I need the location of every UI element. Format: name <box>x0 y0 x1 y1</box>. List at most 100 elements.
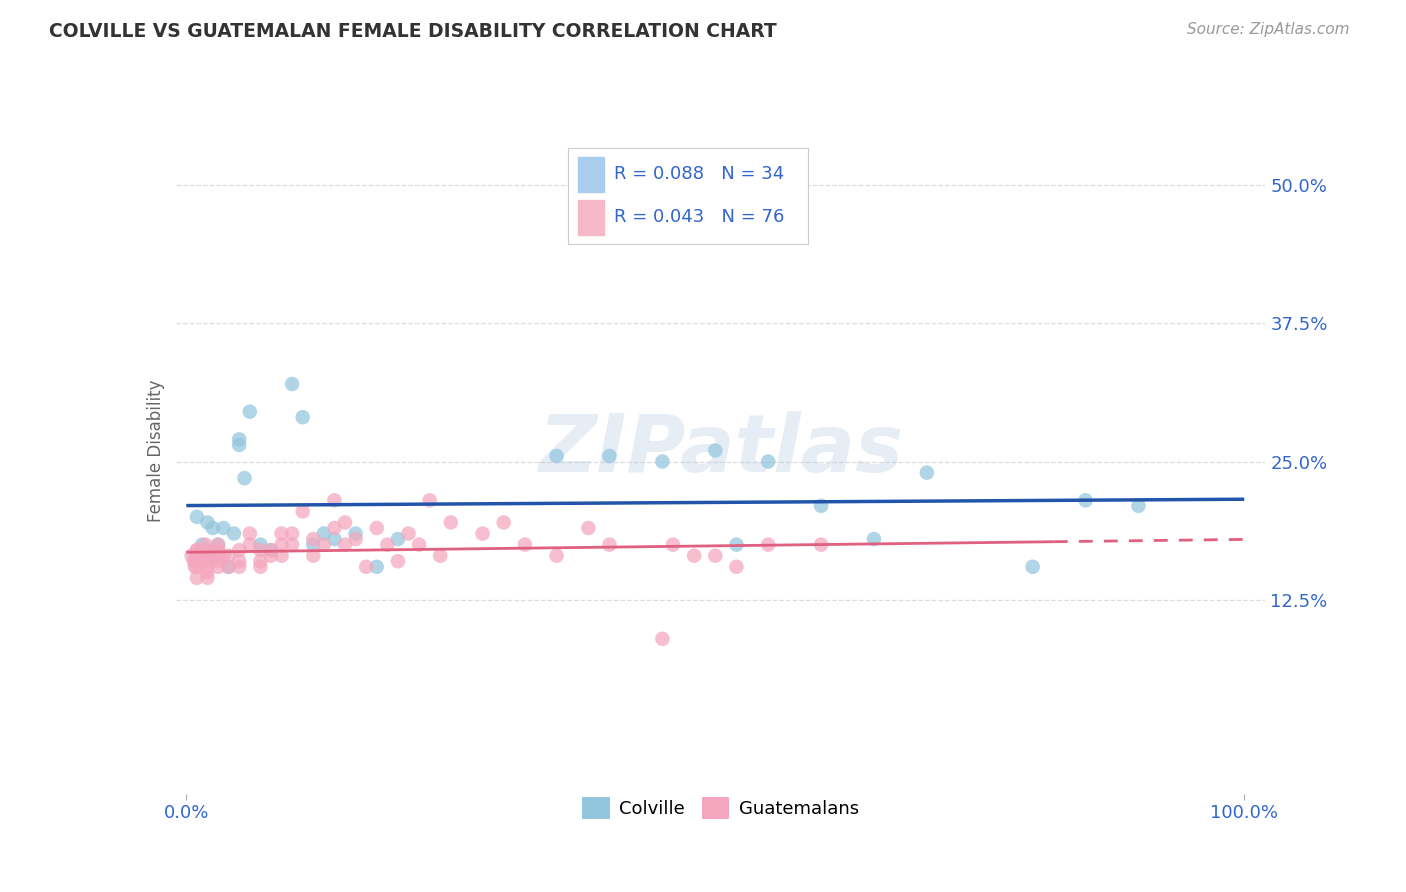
Point <box>725 538 748 552</box>
Point <box>281 376 304 391</box>
Point <box>186 510 208 524</box>
Point <box>197 571 219 585</box>
Point <box>260 549 283 563</box>
Y-axis label: Female Disability: Female Disability <box>146 379 165 522</box>
Point <box>302 549 325 563</box>
Point <box>197 566 219 580</box>
Point <box>366 559 388 574</box>
Text: ZIPatlas: ZIPatlas <box>538 411 903 490</box>
Point <box>651 454 673 468</box>
Point <box>387 532 409 546</box>
Point <box>312 526 335 541</box>
Point <box>333 516 356 530</box>
Point <box>233 471 256 485</box>
Point <box>323 521 346 535</box>
Point <box>249 538 271 552</box>
Point <box>207 549 229 563</box>
Point <box>1128 499 1150 513</box>
Point <box>183 554 205 568</box>
Point <box>302 532 325 546</box>
Point <box>281 538 304 552</box>
Point <box>186 559 208 574</box>
Point <box>291 504 314 518</box>
Point <box>546 449 568 463</box>
Point <box>249 559 271 574</box>
Point <box>218 549 240 563</box>
Point <box>186 571 208 585</box>
Point <box>333 538 356 552</box>
Point <box>207 538 229 552</box>
Point <box>408 538 430 552</box>
Point <box>302 538 325 552</box>
Point <box>197 549 219 563</box>
Point <box>228 438 250 452</box>
Bar <box>578 157 605 192</box>
Point <box>222 526 245 541</box>
Point <box>863 532 886 546</box>
Point <box>270 526 292 541</box>
Point <box>281 526 304 541</box>
Point <box>810 499 832 513</box>
Point <box>756 454 779 468</box>
Point <box>193 549 215 563</box>
Point <box>212 549 235 563</box>
Point <box>197 543 219 558</box>
Point <box>228 559 250 574</box>
Point <box>207 543 229 558</box>
Point <box>201 521 224 535</box>
Point <box>218 559 240 574</box>
Legend: Colville, Guatemalans: Colville, Guatemalans <box>575 789 866 826</box>
Point <box>239 538 262 552</box>
Point <box>1021 559 1043 574</box>
Point <box>180 549 202 563</box>
Point <box>239 405 262 419</box>
Point <box>186 554 208 568</box>
Point <box>344 532 367 546</box>
Point <box>184 559 207 574</box>
Point <box>260 543 283 558</box>
Point <box>260 543 283 558</box>
Point <box>546 549 568 563</box>
Point <box>704 549 727 563</box>
Text: R = 0.088   N = 34: R = 0.088 N = 34 <box>613 165 783 183</box>
Point <box>228 433 250 447</box>
Point <box>576 521 599 535</box>
Point <box>398 526 420 541</box>
Point <box>207 559 229 574</box>
Point <box>1074 493 1097 508</box>
Point <box>683 549 706 563</box>
Point <box>375 538 398 552</box>
Text: R = 0.043   N = 76: R = 0.043 N = 76 <box>613 209 785 227</box>
Point <box>186 543 208 558</box>
Point <box>354 559 377 574</box>
Point <box>270 538 292 552</box>
Point <box>513 538 536 552</box>
Point <box>201 543 224 558</box>
Point <box>471 526 494 541</box>
Text: Source: ZipAtlas.com: Source: ZipAtlas.com <box>1187 22 1350 37</box>
Point <box>218 559 240 574</box>
Point <box>207 538 229 552</box>
Point <box>228 543 250 558</box>
Point <box>186 543 208 558</box>
Point <box>704 443 727 458</box>
Point <box>419 493 441 508</box>
Point <box>207 554 229 568</box>
Point <box>291 410 314 425</box>
Point <box>598 538 620 552</box>
Point <box>184 549 207 563</box>
Point <box>191 549 214 563</box>
Point <box>915 466 938 480</box>
Point <box>197 554 219 568</box>
Point <box>810 538 832 552</box>
Point <box>440 516 463 530</box>
Point <box>191 554 214 568</box>
Point <box>323 493 346 508</box>
Bar <box>578 200 605 235</box>
Point <box>598 449 620 463</box>
Point <box>662 538 685 552</box>
Point <box>186 549 208 563</box>
Point <box>725 559 748 574</box>
Point <box>429 549 451 563</box>
Point <box>228 554 250 568</box>
